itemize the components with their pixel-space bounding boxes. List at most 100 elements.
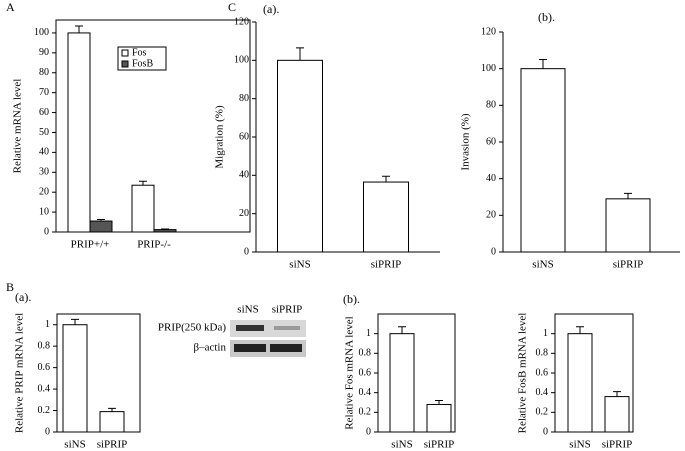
subpanel-label: (a). — [263, 2, 279, 16]
y-tick-label: 30 — [39, 167, 49, 178]
y-tick-label: 100 — [481, 63, 496, 74]
x-tick-label: siPRIP — [602, 439, 633, 451]
y-tick-label: 0.4 — [359, 387, 372, 398]
y-tick-label: 70 — [39, 87, 49, 98]
legend-label: Fos — [132, 47, 147, 58]
bar — [567, 333, 593, 433]
y-tick-label: 0 — [244, 246, 249, 257]
bar — [426, 403, 452, 433]
y-tick-label: 0 — [366, 426, 371, 437]
bar — [604, 396, 630, 433]
lane-label: siPRIP — [272, 304, 303, 316]
y-tick-label: 120 — [481, 26, 496, 37]
bar — [520, 68, 566, 253]
western-blot: siNS siPRIP PRIP(250 kDa) β–actin — [158, 304, 306, 357]
x-tick-label: PRIP+/+ — [71, 239, 110, 251]
error-bar — [296, 47, 304, 61]
y-axis-label: Relative FosB mRNA level — [517, 313, 529, 434]
y-tick-label: 60 — [39, 107, 49, 118]
y-tick-label: 90 — [39, 47, 49, 58]
x-tick-label: siNS — [391, 439, 412, 451]
y-axis-label: Migration (%) — [214, 105, 226, 169]
error-bar — [382, 175, 390, 183]
y-tick-label: 0 — [543, 426, 548, 437]
subpanel-label: (b). — [538, 10, 555, 24]
legend-swatch — [121, 60, 129, 68]
x-tick-label: siNS — [532, 259, 553, 271]
y-tick-label: 0.2 — [536, 407, 549, 418]
bar — [62, 324, 88, 433]
x-tick-label: siPRIP — [613, 259, 644, 271]
y-axis-label: Relative mRNA level — [12, 79, 24, 174]
y-axis-label: Relative Fos mRNA level — [344, 316, 356, 429]
bar — [389, 333, 415, 433]
y-tick-label: 0.8 — [536, 348, 549, 359]
y-tick-label: 0 — [45, 426, 50, 437]
y-tick-label: 0 — [44, 226, 49, 237]
legend-swatch — [121, 49, 129, 57]
bar — [277, 59, 323, 253]
panel-label: C — [228, 0, 236, 14]
y-tick-label: 1 — [543, 328, 548, 339]
x-tick-label: siPRIP — [97, 439, 128, 451]
y-tick-label: 120 — [234, 16, 249, 27]
error-bar — [71, 318, 79, 325]
y-tick-label: 1 — [45, 319, 50, 330]
y-tick-label: 80 — [486, 100, 496, 111]
x-tick-label: PRIP-/- — [137, 239, 171, 251]
error-bar — [613, 391, 621, 397]
blot-band — [270, 344, 302, 352]
y-tick-label: 0.8 — [38, 340, 51, 351]
x-tick-label: siNS — [64, 439, 85, 451]
error-bar — [161, 228, 169, 230]
bar — [605, 198, 651, 253]
error-bar — [75, 25, 83, 33]
bar — [99, 411, 125, 433]
y-tick-label: 80 — [39, 67, 49, 78]
error-bar — [539, 59, 547, 69]
y-tick-label: 60 — [239, 131, 249, 142]
y-tick-label: 0.6 — [536, 367, 549, 378]
blot-band — [274, 326, 300, 330]
x-tick-label: siPRIP — [424, 439, 455, 451]
y-tick-label: 60 — [486, 136, 496, 147]
error-bar — [108, 407, 116, 412]
y-tick-label: 20 — [239, 208, 249, 219]
y-tick-label: 10 — [39, 206, 49, 217]
bar — [153, 229, 177, 233]
blot-band — [236, 325, 264, 331]
y-tick-label: 0.6 — [359, 367, 372, 378]
legend-label: FosB — [132, 58, 153, 69]
error-bar — [97, 218, 105, 222]
y-tick-label: 50 — [39, 127, 49, 138]
y-tick-label: 0.2 — [359, 407, 372, 418]
y-tick-label: 0.8 — [359, 348, 372, 359]
bar — [363, 181, 409, 253]
x-tick-label: siNS — [569, 439, 590, 451]
y-tick-label: 0.4 — [38, 383, 51, 394]
error-bar — [435, 400, 443, 405]
y-tick-label: 0.2 — [38, 405, 51, 416]
blot-image — [230, 320, 306, 337]
y-tick-label: 0.4 — [536, 387, 549, 398]
y-axis-label: Relative PRIP mRNA level — [14, 313, 26, 433]
bar — [89, 220, 113, 233]
blot-band — [234, 344, 266, 352]
subpanel-label: (a). — [15, 290, 31, 304]
y-tick-label: 0 — [491, 246, 496, 257]
y-tick-label: 40 — [486, 173, 496, 184]
panel-label: A — [6, 0, 15, 14]
x-tick-label: siNS — [289, 259, 310, 271]
y-tick-label: 100 — [34, 27, 49, 38]
error-bar — [576, 326, 584, 334]
y-tick-label: 40 — [39, 147, 49, 158]
plot-frame — [56, 313, 141, 433]
legend-box — [117, 46, 167, 71]
error-bar — [624, 192, 632, 199]
band-label: PRIP(250 kDa) — [158, 322, 226, 334]
lane-label: siNS — [237, 304, 258, 316]
y-tick-label: 80 — [239, 93, 249, 104]
y-tick-label: 20 — [486, 210, 496, 221]
y-tick-label: 1 — [366, 328, 371, 339]
